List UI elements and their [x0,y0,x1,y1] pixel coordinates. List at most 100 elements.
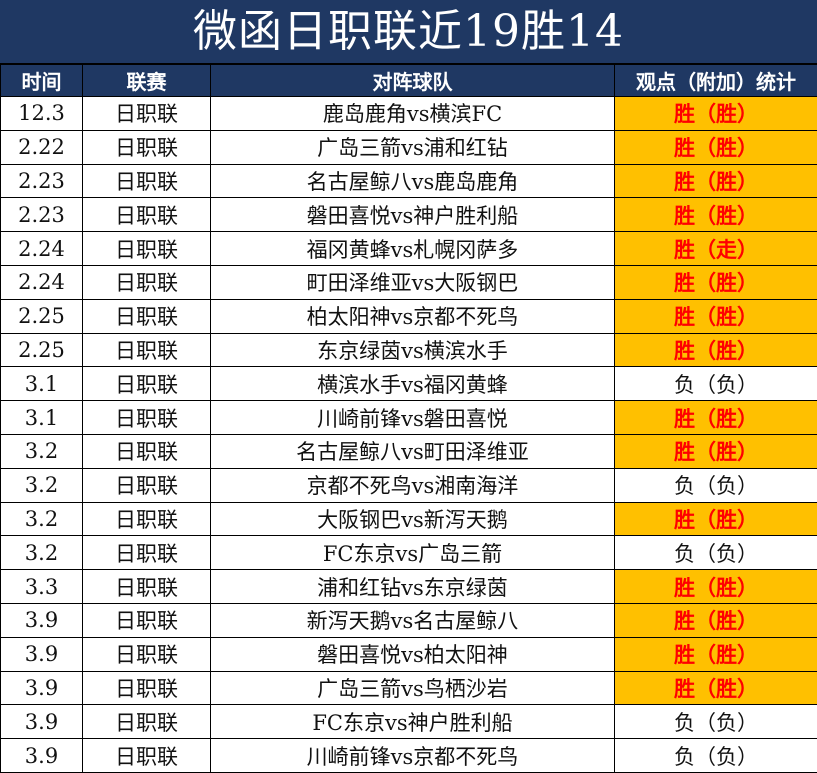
cell-match: 鹿岛鹿角vs横滨FC [211,97,615,131]
cell-match: 磐田喜悦vs神户胜利船 [211,198,615,232]
cell-result: 胜（胜） [615,401,817,435]
cell-result: 胜（胜） [615,130,817,164]
cell-date: 2.25 [1,333,83,367]
cell-league: 日职联 [83,333,211,367]
cell-match: FC东京vs广岛三箭 [211,536,615,570]
cell-date: 3.9 [1,671,83,705]
cell-league: 日职联 [83,502,211,536]
cell-result: 负（负） [615,705,817,739]
cell-league: 日职联 [83,164,211,198]
header-result: 观点（附加）统计 [615,65,817,97]
cell-result: 负（负） [615,468,817,502]
cell-league: 日职联 [83,97,211,131]
cell-league: 日职联 [83,198,211,232]
cell-date: 3.2 [1,536,83,570]
cell-league: 日职联 [83,299,211,333]
cell-league: 日职联 [83,434,211,468]
cell-date: 3.9 [1,705,83,739]
cell-league: 日职联 [83,637,211,671]
cell-date: 3.9 [1,603,83,637]
cell-match: 横滨水手vs福冈黄蜂 [211,367,615,401]
cell-league: 日职联 [83,468,211,502]
cell-match: 福冈黄蜂vs札幌冈萨多 [211,232,615,266]
cell-league: 日职联 [83,401,211,435]
cell-result: 负（负） [615,536,817,570]
cell-date: 12.3 [1,97,83,131]
cell-date: 2.23 [1,198,83,232]
cell-league: 日职联 [83,671,211,705]
cell-match: 浦和红钻vs东京绿茵 [211,570,615,604]
header-date: 时间 [1,65,83,97]
cell-match: 町田泽维亚vs大阪钢巴 [211,265,615,299]
cell-match: 京都不死鸟vs湘南海洋 [211,468,615,502]
cell-date: 3.2 [1,502,83,536]
cell-result: 胜（胜） [615,97,817,131]
cell-match: 磐田喜悦vs柏太阳神 [211,637,615,671]
cell-match: 名古屋鲸八vs鹿岛鹿角 [211,164,615,198]
cell-league: 日职联 [83,265,211,299]
cell-result: 胜（胜） [615,198,817,232]
cell-result: 胜（胜） [615,164,817,198]
header-row: 时间 联赛 对阵球队 观点（附加）统计 [1,65,817,97]
cell-match: FC东京vs神户胜利船 [211,705,615,739]
cell-date: 3.2 [1,434,83,468]
cell-match: 东京绿茵vs横滨水手 [211,333,615,367]
cell-date: 2.25 [1,299,83,333]
cell-league: 日职联 [83,232,211,266]
cell-result: 胜（胜） [615,502,817,536]
cell-result: 胜（胜） [615,671,817,705]
cell-date: 3.9 [1,637,83,671]
cell-date: 3.3 [1,570,83,604]
cell-league: 日职联 [83,570,211,604]
cell-date: 2.22 [1,130,83,164]
cell-league: 日职联 [83,130,211,164]
cell-league: 日职联 [83,705,211,739]
cell-match: 广岛三箭vs鸟栖沙岩 [211,671,615,705]
cell-result: 胜（胜） [615,434,817,468]
cell-match: 柏太阳神vs京都不死鸟 [211,299,615,333]
cell-result: 胜（胜） [615,637,817,671]
cell-date: 2.24 [1,265,83,299]
cell-date: 3.1 [1,367,83,401]
cell-result: 胜（胜） [615,603,817,637]
cell-league: 日职联 [83,536,211,570]
cell-result: 胜（走） [615,232,817,266]
cell-date: 3.1 [1,401,83,435]
cell-result: 胜（胜） [615,299,817,333]
cell-league: 日职联 [83,367,211,401]
cell-match: 新泻天鹅vs名古屋鲸八 [211,603,615,637]
cell-result: 胜（胜） [615,265,817,299]
cell-match: 名古屋鲸八vs町田泽维亚 [211,434,615,468]
cell-date: 2.23 [1,164,83,198]
cell-match: 广岛三箭vs浦和红钻 [211,130,615,164]
cell-match: 川崎前锋vs磐田喜悦 [211,401,615,435]
cell-result: 胜（胜） [615,333,817,367]
cell-date: 2.24 [1,232,83,266]
cell-match: 大阪钢巴vs新泻天鹅 [211,502,615,536]
cell-result: 负（负） [615,367,817,401]
sheet-title: 微函日职联近19胜14 [0,0,817,64]
cell-league: 日职联 [83,603,211,637]
header-match: 对阵球队 [211,65,615,97]
header-league: 联赛 [83,65,211,97]
